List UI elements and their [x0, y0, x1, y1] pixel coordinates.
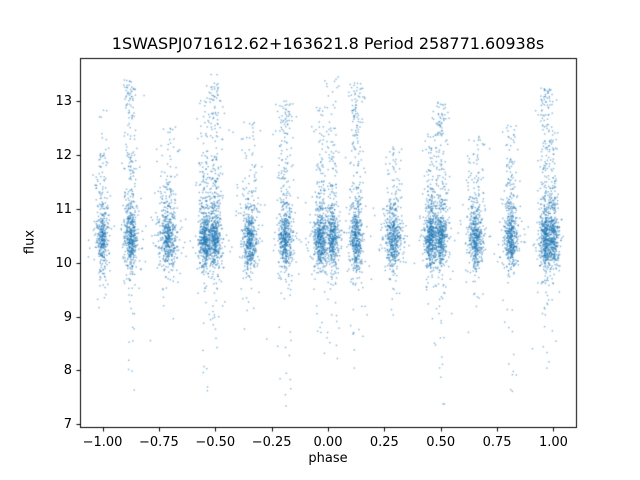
x-tick-label: 0.25	[369, 435, 399, 450]
y-tick-label: 9	[63, 309, 72, 325]
x-tick-label: 0.50	[426, 435, 456, 450]
y-tick-label: 7	[63, 417, 72, 433]
x-tick-label: 0.00	[313, 435, 343, 450]
x-tick-label: −0.75	[138, 435, 179, 450]
y-tick-label: 8	[63, 363, 72, 379]
x-axis-label: phase	[308, 451, 348, 466]
x-tick-label: −1.00	[82, 435, 123, 450]
y-tick-label: 11	[55, 201, 72, 217]
y-tick-label: 10	[55, 255, 72, 271]
y-tick-label: 13	[55, 94, 72, 110]
y-tick-label: 12	[55, 147, 72, 163]
x-tick-label: −0.50	[195, 435, 236, 450]
x-tick-label: 0.75	[482, 435, 512, 450]
x-tick-label: −0.25	[251, 435, 292, 450]
x-tick-label: 1.00	[538, 435, 568, 450]
chart-title: 1SWASPJ071612.62+163621.8 Period 258771.…	[111, 34, 545, 53]
y-axis-label: flux	[22, 229, 38, 255]
